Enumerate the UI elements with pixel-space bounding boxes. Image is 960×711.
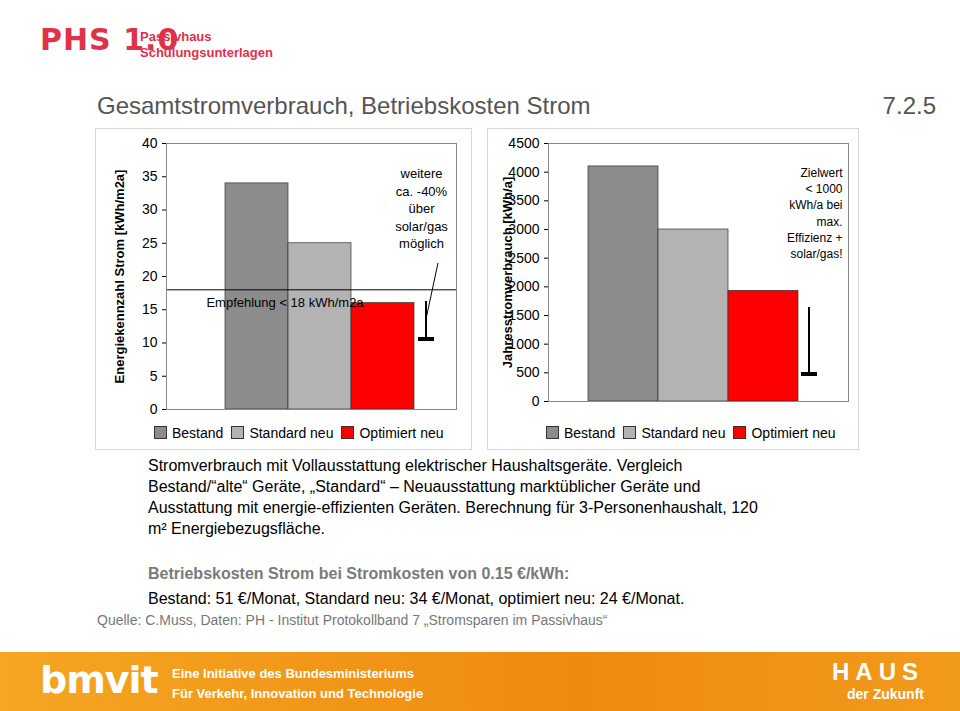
html-text:HAUS: HAUS <box>832 658 924 685</box>
svg-text:35: 35 <box>142 168 158 184</box>
html-text:der Zukunft: der Zukunft <box>847 686 924 702</box>
html-text:Schulungsunterlagen: Schulungsunterlagen <box>140 45 273 60</box>
html-text:Standard neu: Standard neu <box>249 425 334 441</box>
html-text:bmvit: bmvit <box>40 658 158 702</box>
html-text:PHS 1.0: PHS 1.0 <box>40 22 180 57</box>
html-text:Stromverbrauch mit Vollausstat: Stromverbrauch mit Vollausstattung elekt… <box>148 457 758 537</box>
svg-text:4000: 4000 <box>508 163 540 180</box>
svg-text:0: 0 <box>150 401 158 417</box>
html-text:7.2.5: 7.2.5 <box>882 92 936 119</box>
svg-text:3500: 3500 <box>508 192 540 209</box>
svg-text:25: 25 <box>142 235 158 251</box>
html-text:Gesamtstromverbrauch, Betriebs: Gesamtstromverbrauch, Betriebskosten Str… <box>97 92 591 119</box>
html-text:Optimiert neu: Optimiert neu <box>359 425 444 441</box>
svg-text:15: 15 <box>142 301 158 317</box>
html-text:Eine Initiative des Bundesmini: Eine Initiative des Bundesministeriums <box>172 666 414 681</box>
svg-text:10: 10 <box>142 334 158 350</box>
svg-text:30: 30 <box>142 201 158 217</box>
html-text:Bestand: Bestand <box>564 425 616 441</box>
svg-text:0: 0 <box>532 393 540 409</box>
svg-text:500: 500 <box>516 364 540 380</box>
svg-text:weitereca. -40%übersolar/gasmö: weitereca. -40%übersolar/gasmöglich <box>395 166 448 251</box>
html-text:Passivhaus: Passivhaus <box>140 29 212 44</box>
html-text:Bestand: 51 €/Monat, Standard: Bestand: 51 €/Monat, Standard neu: 34 €/… <box>148 590 685 607</box>
svg-text:1000: 1000 <box>508 335 540 352</box>
svg-text:Empfehlung < 18 kWh/m2a: Empfehlung < 18 kWh/m2a <box>206 295 364 310</box>
html-text:Quelle: C.Muss, Daten: PH - In: Quelle: C.Muss, Daten: PH - Institut Pro… <box>97 612 608 628</box>
svg-text:2500: 2500 <box>508 249 540 266</box>
svg-text:2000: 2000 <box>508 278 540 295</box>
svg-text:3000: 3000 <box>508 221 540 237</box>
svg-text:5: 5 <box>150 368 158 384</box>
svg-text:20: 20 <box>142 268 158 284</box>
html-text:Standard neu: Standard neu <box>641 425 726 441</box>
html-text:Bestand: Bestand <box>172 425 224 441</box>
html-text:Für Verkehr, Innovation und Te: Für Verkehr, Innovation und Technologie <box>172 686 424 701</box>
svg-text:4500: 4500 <box>508 135 539 151</box>
svg-text:40: 40 <box>142 135 158 151</box>
svg-text:Energiekennzahl Strom [kWh/m2a: Energiekennzahl Strom [kWh/m2a] <box>112 170 127 384</box>
html-text:Optimiert neu: Optimiert neu <box>751 425 836 441</box>
svg-text:Jahresstromverbrauch [kWh/a]: Jahresstromverbrauch [kWh/a] <box>500 177 515 368</box>
svg-text:Zielwert< 1000kWh/a beimax.Eff: Zielwert< 1000kWh/a beimax.Effizienz +so… <box>787 166 843 261</box>
svg-text:1500: 1500 <box>508 307 540 323</box>
html-text:Betriebskosten Strom bei Strom: Betriebskosten Strom bei Stromkosten von… <box>148 565 570 582</box>
